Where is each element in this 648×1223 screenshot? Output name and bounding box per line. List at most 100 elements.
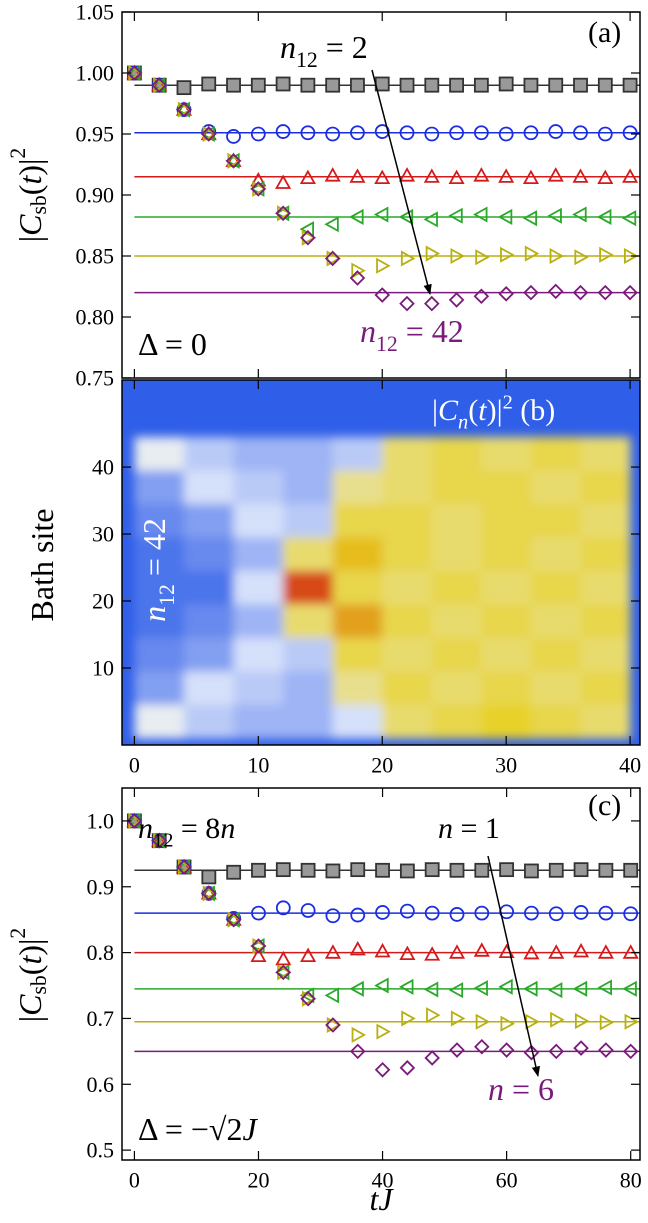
heatmap-cell: [481, 704, 532, 739]
marker: [449, 862, 465, 878]
marker: [448, 292, 465, 308]
heatmap-cell: [530, 704, 582, 739]
y-tick-label: 20: [92, 589, 114, 614]
marker: [202, 885, 218, 902]
heatmap-cell: [481, 671, 532, 706]
marker: [424, 1050, 440, 1066]
marker: [500, 246, 515, 263]
y-tick-label: 0.5: [87, 1138, 115, 1163]
text-part: = 6: [504, 1071, 554, 1107]
text-part: 12: [155, 584, 179, 606]
heatmap-cell: [431, 637, 482, 672]
heatmap-cell: [580, 637, 631, 672]
text-part: t: [12, 955, 48, 965]
marker: [324, 250, 341, 267]
marker: [200, 126, 217, 142]
marker: [175, 101, 192, 116]
marker: [597, 979, 612, 996]
marker: [548, 906, 564, 922]
marker: [424, 905, 440, 921]
marker: [399, 77, 415, 93]
arrow: [371, 69, 432, 296]
marker: [399, 295, 415, 312]
heatmap-cell: [431, 604, 482, 639]
marker: [300, 947, 317, 962]
heatmap-cell: [382, 671, 433, 706]
marker: [201, 76, 217, 92]
marker: [351, 1026, 367, 1043]
heatmap-cell: [134, 537, 185, 572]
marker: [177, 858, 193, 876]
text-part: t: [478, 394, 487, 427]
marker: [151, 76, 168, 92]
text-part: C: [12, 994, 48, 1016]
marker: [622, 980, 637, 997]
marker: [498, 286, 514, 302]
marker: [524, 905, 539, 921]
marker: [473, 942, 490, 957]
marker: [374, 942, 391, 958]
y-tick-label: 0.95: [76, 122, 115, 147]
marker: [349, 270, 366, 286]
marker: [523, 77, 539, 93]
marker: [573, 942, 590, 958]
marker: [225, 153, 242, 169]
marker: [572, 980, 588, 997]
heatmap-cell: [530, 436, 582, 471]
marker: [277, 205, 292, 222]
marker: [448, 207, 463, 224]
heatmap-cell: [283, 570, 334, 605]
y-tick-label: 1.05: [76, 0, 115, 25]
text-part: 12: [296, 48, 318, 72]
rich-text: Δ = −√2J: [138, 1111, 258, 1147]
heatmap-cell: [233, 704, 284, 739]
marker: [126, 812, 143, 828]
heatmap-cell: [431, 570, 482, 605]
marker: [250, 947, 267, 962]
arrow: [487, 855, 541, 1078]
heatmap-cell: [332, 570, 383, 605]
marker: [573, 77, 588, 93]
heatmap-cell: [382, 704, 433, 739]
text-part: (: [12, 185, 48, 196]
marker: [599, 246, 614, 263]
marker: [225, 911, 242, 926]
heatmap-cell: [481, 470, 532, 505]
heatmap-cell: [283, 671, 334, 706]
heatmap-cell: [233, 671, 284, 706]
y-tick-label: 0.75: [76, 366, 115, 391]
heatmap-cell: [283, 436, 334, 471]
marker: [473, 288, 490, 305]
marker: [350, 907, 366, 923]
marker: [350, 862, 366, 878]
marker: [324, 987, 340, 1004]
marker: [573, 125, 588, 141]
rich-text: Bath site: [24, 509, 60, 622]
heatmap-cell: [382, 570, 433, 605]
marker: [450, 1010, 466, 1027]
marker: [349, 980, 364, 997]
marker: [623, 862, 639, 878]
heatmap-cell: [183, 503, 235, 538]
heatmap-cell: [431, 537, 482, 572]
marker: [398, 167, 416, 182]
y-tick-label: 10: [92, 655, 114, 680]
marker: [300, 229, 316, 246]
heatmap-cell: [481, 604, 532, 639]
heatmap-cell: [382, 470, 433, 505]
heatmap-cell: [183, 537, 235, 572]
marker: [548, 944, 565, 959]
marker: [400, 250, 416, 267]
x-tick-label: 80: [620, 1168, 642, 1193]
rich-text: n12 = 42: [360, 313, 464, 356]
heatmap: [122, 380, 640, 745]
heatmap-cell: [183, 671, 235, 706]
marker: [497, 208, 513, 225]
y-tick-label: 30: [92, 522, 114, 547]
heatmap-cell: [134, 671, 185, 706]
text-part: (c): [588, 789, 621, 822]
heatmap-cell: [283, 604, 334, 639]
marker: [275, 950, 292, 966]
marker: [126, 64, 143, 80]
y-tick-label: 1.0: [87, 808, 115, 833]
